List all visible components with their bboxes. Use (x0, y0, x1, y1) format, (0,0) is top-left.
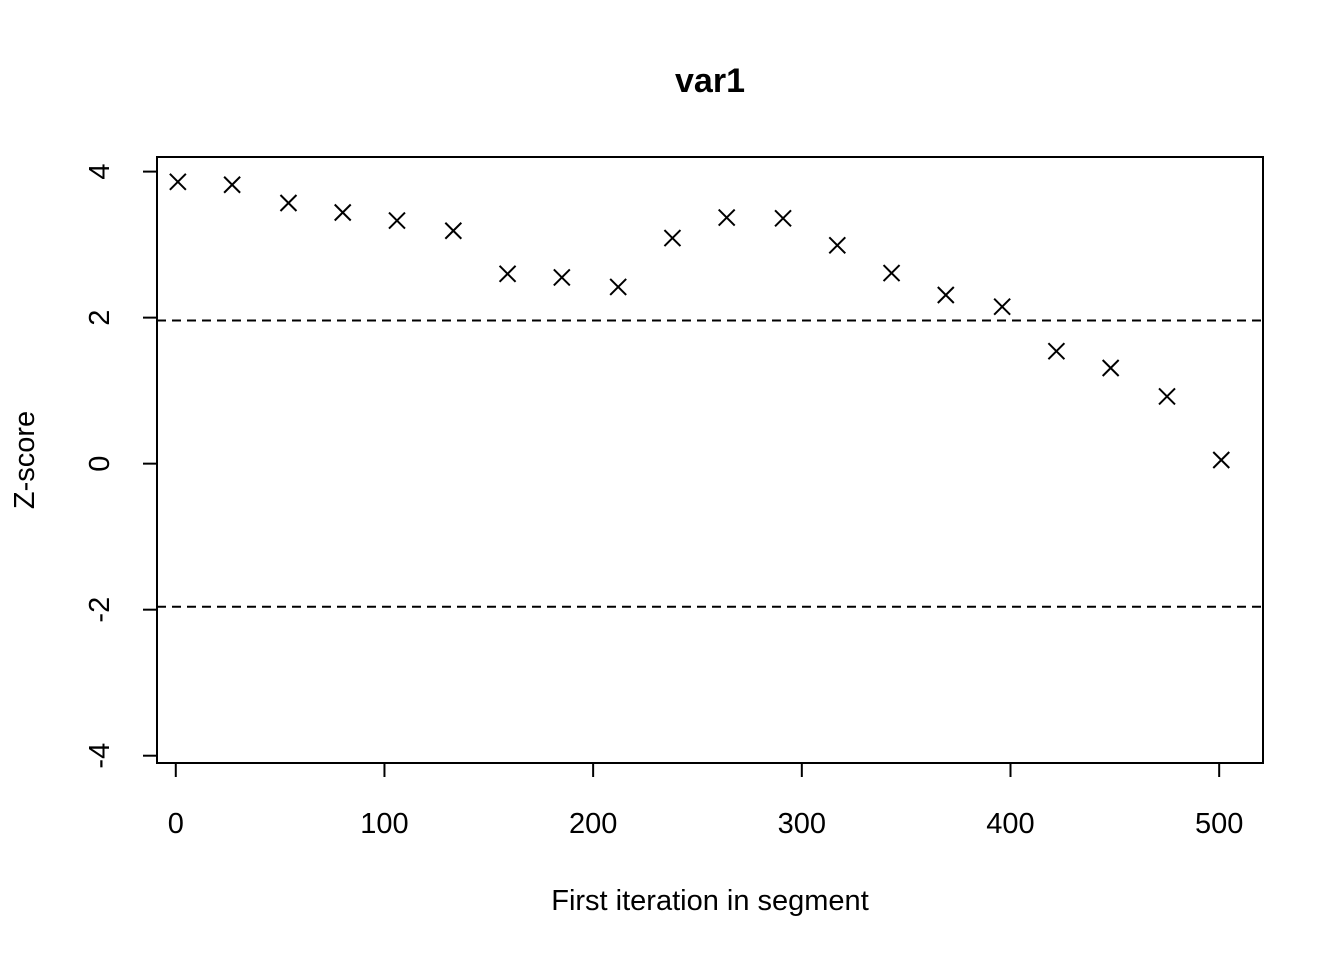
data-point-11 (774, 209, 792, 228)
x-tick-label-2: 200 (569, 808, 617, 840)
data-point-15 (993, 297, 1011, 316)
data-point-18 (1158, 387, 1176, 406)
y-tick-label-0: -4 (84, 743, 116, 769)
data-points (169, 173, 1230, 469)
data-point-9 (663, 229, 682, 247)
data-point-17 (1101, 359, 1120, 377)
data-point-14 (937, 286, 955, 304)
data-point-10 (717, 208, 736, 227)
y-tick-label-4: 4 (84, 164, 116, 180)
data-point-3 (334, 203, 352, 222)
data-point-2 (279, 194, 298, 212)
data-point-6 (498, 265, 517, 283)
x-tick-label-0: 0 (168, 808, 184, 840)
reference-lines (157, 319, 1263, 608)
data-point-4 (388, 211, 406, 230)
data-point-13 (882, 264, 901, 282)
x-axis-label: First iteration in segment (551, 885, 869, 917)
data-point-16 (1047, 342, 1066, 360)
x-tick-label-4: 400 (986, 808, 1034, 840)
x-axis: 0 100 200 300 400 500 (168, 762, 1243, 840)
y-axis: -4 -2 0 2 4 (84, 164, 158, 769)
chart-title: var1 (675, 62, 745, 100)
data-point-1 (223, 176, 241, 194)
data-point-5 (444, 222, 463, 240)
y-tick-label-1: -2 (84, 597, 116, 623)
data-point-8 (609, 278, 627, 296)
data-point-12 (828, 236, 847, 255)
data-point-7 (553, 268, 571, 287)
y-tick-label-2: 0 (84, 456, 116, 472)
plot-frame (156, 156, 1264, 764)
x-tick-label-1: 100 (360, 808, 408, 840)
y-axis-label: Z-score (9, 411, 41, 509)
y-tick-label-3: 2 (84, 310, 116, 326)
data-point-19 (1212, 451, 1230, 469)
x-tick-label-3: 300 (778, 808, 826, 840)
data-point-0 (169, 173, 187, 191)
x-tick-label-5: 500 (1195, 808, 1243, 840)
